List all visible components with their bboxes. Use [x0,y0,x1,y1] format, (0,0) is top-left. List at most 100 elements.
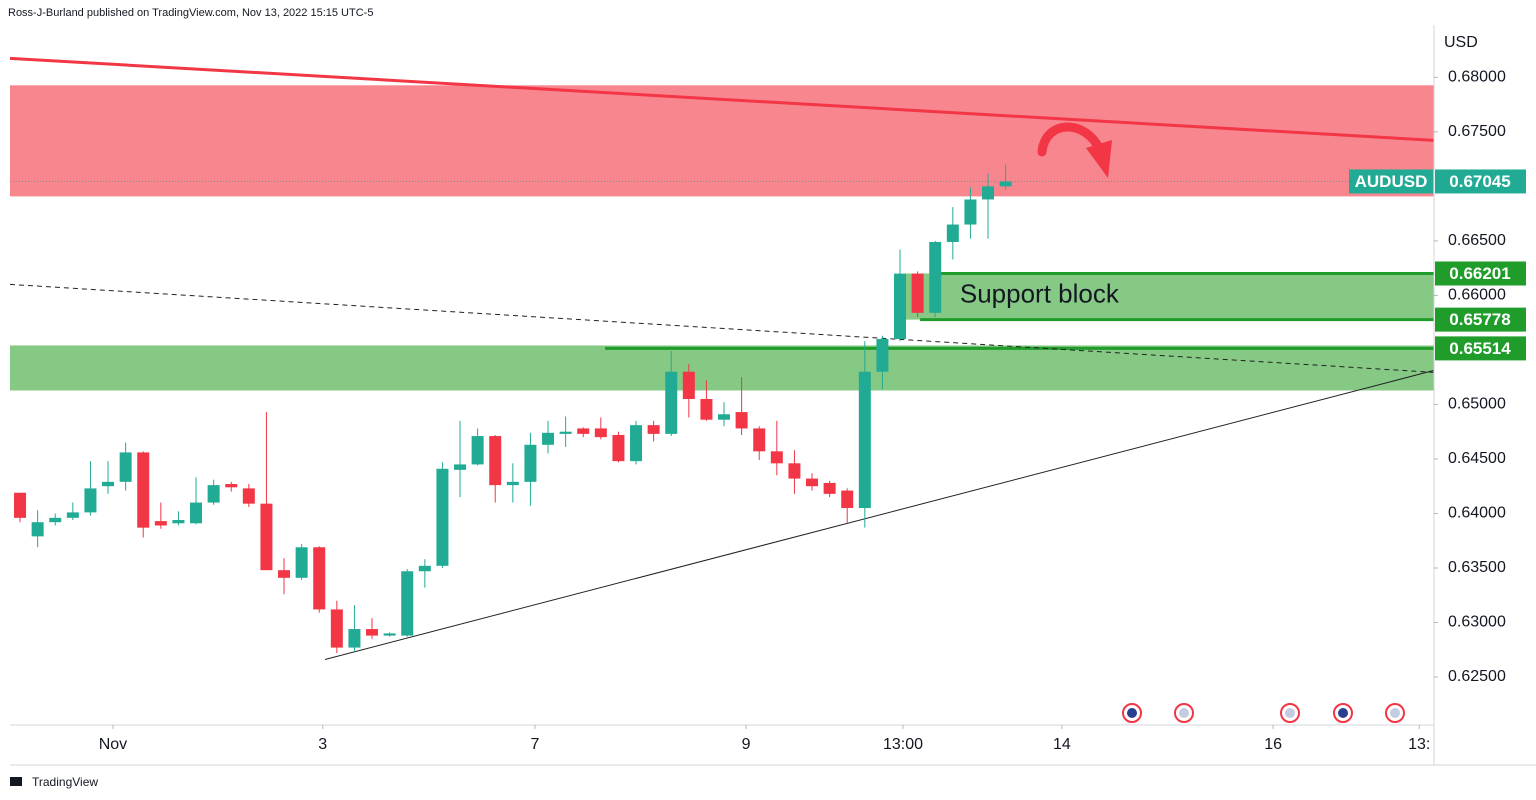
candle-body [894,273,907,340]
x-tick-label: 14 [1053,736,1071,753]
candle-body [66,512,79,518]
candle-body [471,436,484,465]
candle-body [911,273,924,313]
candle-body [102,481,115,487]
level-label: 0.65514 [1449,339,1511,358]
x-tick-label: 16 [1264,736,1282,753]
candle-body [242,488,255,504]
annotation-arrowhead [1086,140,1112,178]
last-price-tag [1435,169,1526,194]
trend-line [324,369,1435,660]
zone [904,273,1434,320]
level-label: 0.66201 [1449,264,1510,283]
candle-body [295,547,308,578]
candle-body [330,609,343,648]
candle-body [31,522,44,537]
candle-body [383,633,396,636]
trend-line [9,283,1435,373]
candle-body [682,371,695,399]
candle-body [735,412,748,429]
event-flag-icon [1285,708,1295,718]
event-flag-icon [1179,708,1189,718]
candle-body [718,414,731,420]
y-tick-label: 0.63500 [1448,559,1506,576]
candle-body [119,452,132,482]
candle-body [753,428,766,452]
candle-body [436,468,449,566]
candle-body [647,425,660,434]
candle-body [982,186,995,200]
candle-body [594,428,607,438]
x-tick-label: 7 [531,736,540,753]
candle-body [700,398,713,420]
candle-body [964,199,977,225]
candle-body [489,436,502,486]
y-tick-label: 0.66000 [1448,287,1506,304]
x-tick-label: 13:00 [883,736,923,753]
level-tag [1435,336,1526,361]
candle-body [524,444,537,482]
candle-body [14,492,27,518]
footer-logo [10,777,22,786]
plot-area: Support block [9,56,1435,660]
candle-body [225,484,238,488]
candle-body [172,520,185,524]
candle-body [806,478,819,487]
candle-body [559,431,572,434]
y-tick-label: 0.62500 [1448,668,1506,685]
x-tick-label: 3 [318,736,327,753]
trend-line [9,56,1435,142]
candle-body [84,488,97,513]
last-price-label: 0.67045 [1449,172,1510,191]
y-tick-label: 0.63000 [1448,614,1506,631]
candle-body [366,629,379,636]
candle-body [823,482,836,494]
header: Ross-J-Burland published on TradingView.… [8,7,373,19]
candle-body [401,571,414,636]
y-tick-label: 0.68000 [1448,69,1506,86]
candle-body [506,481,519,486]
candle-body [858,371,871,509]
event-flag-icon [1390,708,1400,718]
y-tick-label: 0.66500 [1448,232,1506,249]
candle-body [418,565,431,572]
candle-body [841,490,854,509]
candle-body [49,517,62,523]
footer: TradingView [32,775,98,789]
event-flag-icon [1127,708,1137,718]
symbol-label: AUDUSD [1355,172,1428,191]
candle-body [348,629,361,648]
candle-body [207,485,220,503]
candle-body [542,432,555,445]
candle-body [612,434,625,462]
candle-body [876,339,889,372]
annotation: Support block [960,278,1120,308]
event-flags [1122,703,1405,723]
zone [10,345,1434,391]
candle-body [788,463,801,479]
event-flag-icon [1338,708,1348,718]
candle-body [190,502,203,524]
candle-body [313,547,326,610]
candle-body [260,503,273,571]
y-tick-label: 0.64000 [1448,505,1506,522]
x-tick-label: 9 [742,736,751,753]
candle-body [999,181,1012,187]
y-tick-label: 0.64500 [1448,450,1506,467]
candle-body [278,570,291,578]
zone [10,85,1434,197]
candle-body [137,452,150,528]
annotation-arrow [1037,122,1105,157]
candle-body [577,428,590,434]
level-label: 0.65778 [1449,310,1510,329]
candle-body [946,224,959,242]
x-tick-label: 13: [1408,736,1430,753]
candle-body [665,371,678,434]
candle-body [929,241,942,313]
candle-body [630,425,643,462]
candle-body [454,464,467,470]
price-axis-unit: USD [1444,34,1478,51]
y-tick-label: 0.67500 [1448,123,1506,140]
candle-body [154,521,167,526]
